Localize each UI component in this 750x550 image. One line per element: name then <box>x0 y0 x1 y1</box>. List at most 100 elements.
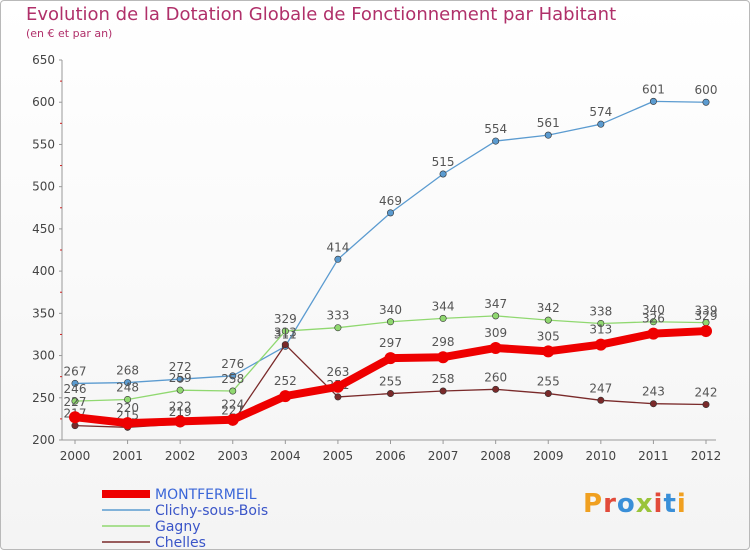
data-point-chelles <box>334 393 342 401</box>
x-tick-label: 2003 <box>217 449 248 463</box>
x-tick-label: 2012 <box>691 449 722 463</box>
data-point-chelles <box>439 387 447 395</box>
legend-label-montfermeil: MONTFERMEIL <box>155 487 257 503</box>
data-label-gagny: 339 <box>695 304 718 318</box>
data-point-clichy-sous-bois <box>649 97 657 105</box>
chart-subtitle: (en € et par an) <box>26 27 113 40</box>
y-tick-label: 650 <box>32 53 55 67</box>
x-tick-label: 2000 <box>60 449 91 463</box>
data-label-gagny: 338 <box>589 304 612 318</box>
data-label-montfermeil: 227 <box>64 395 87 409</box>
data-point-chelles <box>544 390 552 398</box>
data-point-montfermeil <box>594 338 607 351</box>
data-point-gagny <box>544 316 552 324</box>
x-tick-label: 2004 <box>270 449 301 463</box>
data-label-chelles: 255 <box>537 375 560 389</box>
data-point-clichy-sous-bois <box>124 379 132 387</box>
x-tick-label: 2006 <box>375 449 406 463</box>
legend-label-chelles: Chelles <box>155 535 206 550</box>
data-point-gagny <box>124 395 132 403</box>
data-point-clichy-sous-bois <box>386 209 394 217</box>
data-point-gagny <box>386 318 394 326</box>
data-label-chelles: 260 <box>484 370 507 384</box>
data-point-montfermeil <box>647 327 660 340</box>
y-tick-label: 500 <box>32 180 55 194</box>
data-label-chelles: 313 <box>274 326 297 340</box>
data-label-gagny: 342 <box>537 301 560 315</box>
data-label-gagny: 333 <box>326 309 349 323</box>
x-tick-label: 2008 <box>480 449 511 463</box>
data-label-montfermeil: 222 <box>169 399 192 413</box>
data-label-chelles: 243 <box>642 385 665 399</box>
data-label-clichy-sous-bois: 268 <box>116 364 139 378</box>
x-tick-label: 2007 <box>428 449 459 463</box>
data-label-clichy-sous-bois: 515 <box>432 155 455 169</box>
data-label-montfermeil: 224 <box>221 398 244 412</box>
chart-title: Evolution de la Dotation Globale de Fonc… <box>26 4 617 25</box>
data-point-chelles <box>281 341 289 349</box>
data-point-clichy-sous-bois <box>597 120 605 128</box>
data-label-gagny: 329 <box>274 312 297 326</box>
data-point-gagny <box>176 386 184 394</box>
data-label-montfermeil: 297 <box>379 336 402 350</box>
proxiti-logo: Proxiti <box>583 489 687 519</box>
data-label-montfermeil: 298 <box>432 335 455 349</box>
data-label-montfermeil: 252 <box>274 374 297 388</box>
y-tick-label: 550 <box>32 137 55 151</box>
data-point-chelles <box>702 401 710 409</box>
x-tick-label: 2010 <box>586 449 617 463</box>
data-label-gagny: 347 <box>484 297 507 311</box>
data-label-clichy-sous-bois: 272 <box>169 360 192 374</box>
data-label-gagny: 248 <box>116 380 139 394</box>
data-label-gagny: 258 <box>221 372 244 386</box>
data-point-montfermeil <box>437 351 450 364</box>
data-point-montfermeil <box>384 352 397 365</box>
data-label-gagny: 340 <box>379 303 402 317</box>
data-point-gagny <box>649 318 657 326</box>
data-point-gagny <box>334 324 342 332</box>
y-tick-label: 350 <box>32 306 55 320</box>
data-label-gagny: 259 <box>169 371 192 385</box>
data-point-montfermeil <box>69 411 81 424</box>
legend-label-clichy-sous-bois: Clichy-sous-Bois <box>155 503 268 519</box>
data-point-chelles <box>649 400 657 408</box>
data-point-clichy-sous-bois <box>176 375 184 383</box>
data-label-montfermeil: 326 <box>642 312 665 326</box>
data-point-clichy-sous-bois <box>492 137 500 145</box>
data-label-clichy-sous-bois: 414 <box>326 240 349 254</box>
x-tick-label: 2009 <box>533 449 564 463</box>
data-point-montfermeil <box>542 345 555 358</box>
data-point-clichy-sous-bois <box>544 131 552 139</box>
data-point-gagny <box>597 319 605 327</box>
data-point-clichy-sous-bois <box>71 379 79 387</box>
data-label-montfermeil: 313 <box>589 323 612 337</box>
data-point-montfermeil <box>700 325 712 338</box>
data-label-gagny: 340 <box>642 303 665 317</box>
x-tick-label: 2011 <box>638 449 669 463</box>
y-tick-label: 450 <box>32 222 55 236</box>
data-point-montfermeil <box>279 390 292 403</box>
data-label-clichy-sous-bois: 600 <box>695 83 718 97</box>
x-tick-label: 2005 <box>323 449 354 463</box>
data-label-chelles: 255 <box>379 375 402 389</box>
data-label-chelles: 247 <box>589 381 612 395</box>
data-point-chelles <box>71 422 79 430</box>
data-point-clichy-sous-bois <box>334 255 342 263</box>
data-label-gagny: 246 <box>64 382 87 396</box>
data-point-montfermeil <box>226 413 239 426</box>
data-point-montfermeil <box>331 380 344 393</box>
x-tick-label: 2002 <box>165 449 196 463</box>
data-label-montfermeil: 329 <box>695 309 718 323</box>
data-label-chelles: 258 <box>432 372 455 386</box>
data-point-montfermeil <box>489 341 502 354</box>
data-label-clichy-sous-bois: 469 <box>379 194 402 208</box>
data-label-clichy-sous-bois: 554 <box>484 122 507 136</box>
y-tick-label: 300 <box>32 349 55 363</box>
data-point-clichy-sous-bois <box>702 98 710 106</box>
data-point-chelles <box>492 385 500 393</box>
data-label-chelles: 242 <box>695 386 718 400</box>
data-label-clichy-sous-bois: 267 <box>64 364 87 378</box>
x-tick-label: 2001 <box>112 449 143 463</box>
